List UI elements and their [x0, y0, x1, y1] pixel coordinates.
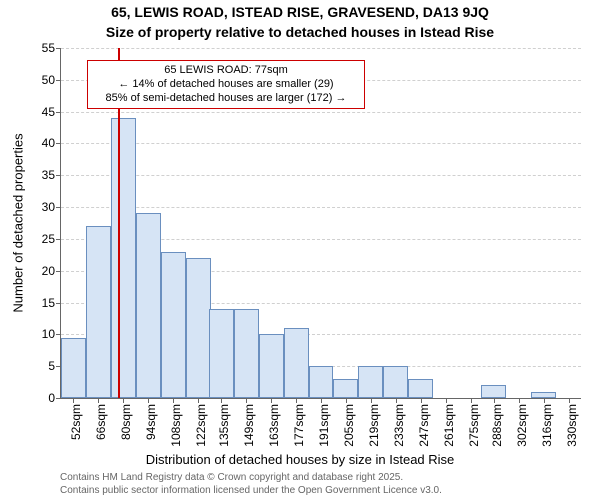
x-tick-mark: [371, 398, 372, 403]
histogram-bar: [111, 118, 136, 398]
y-tick-mark: [56, 303, 61, 304]
x-tick-label: 288sqm: [490, 404, 504, 447]
chart-title-1: 65, LEWIS ROAD, ISTEAD RISE, GRAVESEND, …: [0, 4, 600, 20]
x-tick-mark: [123, 398, 124, 403]
x-tick-label: 191sqm: [317, 404, 331, 447]
x-tick-mark: [569, 398, 570, 403]
x-tick-mark: [98, 398, 99, 403]
x-tick-mark: [421, 398, 422, 403]
histogram-bar: [209, 309, 234, 398]
gridline: [61, 207, 581, 208]
x-tick-label: 80sqm: [119, 404, 133, 440]
y-tick-mark: [56, 48, 61, 49]
x-tick-label: 52sqm: [69, 404, 83, 440]
x-tick-label: 135sqm: [217, 404, 231, 447]
x-tick-mark: [198, 398, 199, 403]
x-tick-label: 247sqm: [417, 404, 431, 447]
histogram-bar: [383, 366, 408, 398]
histogram-bar: [408, 379, 433, 398]
x-tick-label: 122sqm: [194, 404, 208, 447]
x-tick-label: 316sqm: [540, 404, 554, 447]
x-tick-mark: [494, 398, 495, 403]
y-tick-mark: [56, 398, 61, 399]
x-tick-mark: [544, 398, 545, 403]
y-tick-mark: [56, 112, 61, 113]
y-tick-mark: [56, 175, 61, 176]
x-tick-mark: [519, 398, 520, 403]
x-tick-label: 149sqm: [242, 404, 256, 447]
x-tick-label: 275sqm: [467, 404, 481, 447]
x-tick-mark: [296, 398, 297, 403]
histogram-bar: [86, 226, 111, 398]
x-tick-label: 163sqm: [267, 404, 281, 447]
x-tick-mark: [73, 398, 74, 403]
x-tick-mark: [396, 398, 397, 403]
y-tick-mark: [56, 207, 61, 208]
x-tick-mark: [221, 398, 222, 403]
histogram-bar: [61, 338, 86, 398]
x-tick-mark: [246, 398, 247, 403]
x-tick-mark: [173, 398, 174, 403]
histogram-bar: [161, 252, 186, 398]
x-axis-label: Distribution of detached houses by size …: [0, 452, 600, 467]
gridline: [61, 112, 581, 113]
x-tick-label: 205sqm: [342, 404, 356, 447]
annotation-line: 65 LEWIS ROAD: 77sqm: [94, 64, 358, 78]
x-tick-mark: [346, 398, 347, 403]
gridline: [61, 175, 581, 176]
x-tick-label: 219sqm: [367, 404, 381, 447]
x-tick-label: 302sqm: [515, 404, 529, 447]
x-tick-label: 177sqm: [292, 404, 306, 447]
histogram-bar: [186, 258, 211, 398]
histogram-bar: [234, 309, 259, 398]
gridline: [61, 143, 581, 144]
x-tick-label: 66sqm: [94, 404, 108, 440]
chart-title-2: Size of property relative to detached ho…: [0, 24, 600, 40]
x-tick-mark: [148, 398, 149, 403]
y-tick-mark: [56, 80, 61, 81]
x-tick-label: 330sqm: [565, 404, 579, 447]
gridline: [61, 48, 581, 49]
y-axis-label: Number of detached properties: [11, 133, 26, 312]
y-tick-mark: [56, 271, 61, 272]
x-tick-label: 108sqm: [169, 404, 183, 447]
annotation-line: 85% of semi-detached houses are larger (…: [94, 92, 358, 106]
y-tick-mark: [56, 334, 61, 335]
footnote-2: Contains public sector information licen…: [60, 485, 442, 496]
x-tick-mark: [271, 398, 272, 403]
histogram-bar: [481, 385, 506, 398]
annotation-box: 65 LEWIS ROAD: 77sqm← 14% of detached ho…: [87, 60, 365, 109]
y-tick-mark: [56, 239, 61, 240]
x-tick-mark: [471, 398, 472, 403]
histogram-bar: [333, 379, 358, 398]
chart-container: 65, LEWIS ROAD, ISTEAD RISE, GRAVESEND, …: [0, 0, 600, 500]
histogram-bar: [136, 213, 161, 398]
x-tick-label: 233sqm: [392, 404, 406, 447]
y-tick-mark: [56, 143, 61, 144]
x-tick-label: 261sqm: [442, 404, 456, 447]
annotation-line: ← 14% of detached houses are smaller (29…: [94, 78, 358, 92]
x-tick-mark: [321, 398, 322, 403]
histogram-bar: [259, 334, 284, 398]
histogram-bar: [284, 328, 309, 398]
x-tick-label: 94sqm: [144, 404, 158, 440]
footnote-1: Contains HM Land Registry data © Crown c…: [60, 472, 403, 483]
histogram-bar: [309, 366, 334, 398]
histogram-bar: [358, 366, 383, 398]
plot-area: 051015202530354045505552sqm66sqm80sqm94s…: [60, 48, 581, 399]
x-tick-mark: [446, 398, 447, 403]
